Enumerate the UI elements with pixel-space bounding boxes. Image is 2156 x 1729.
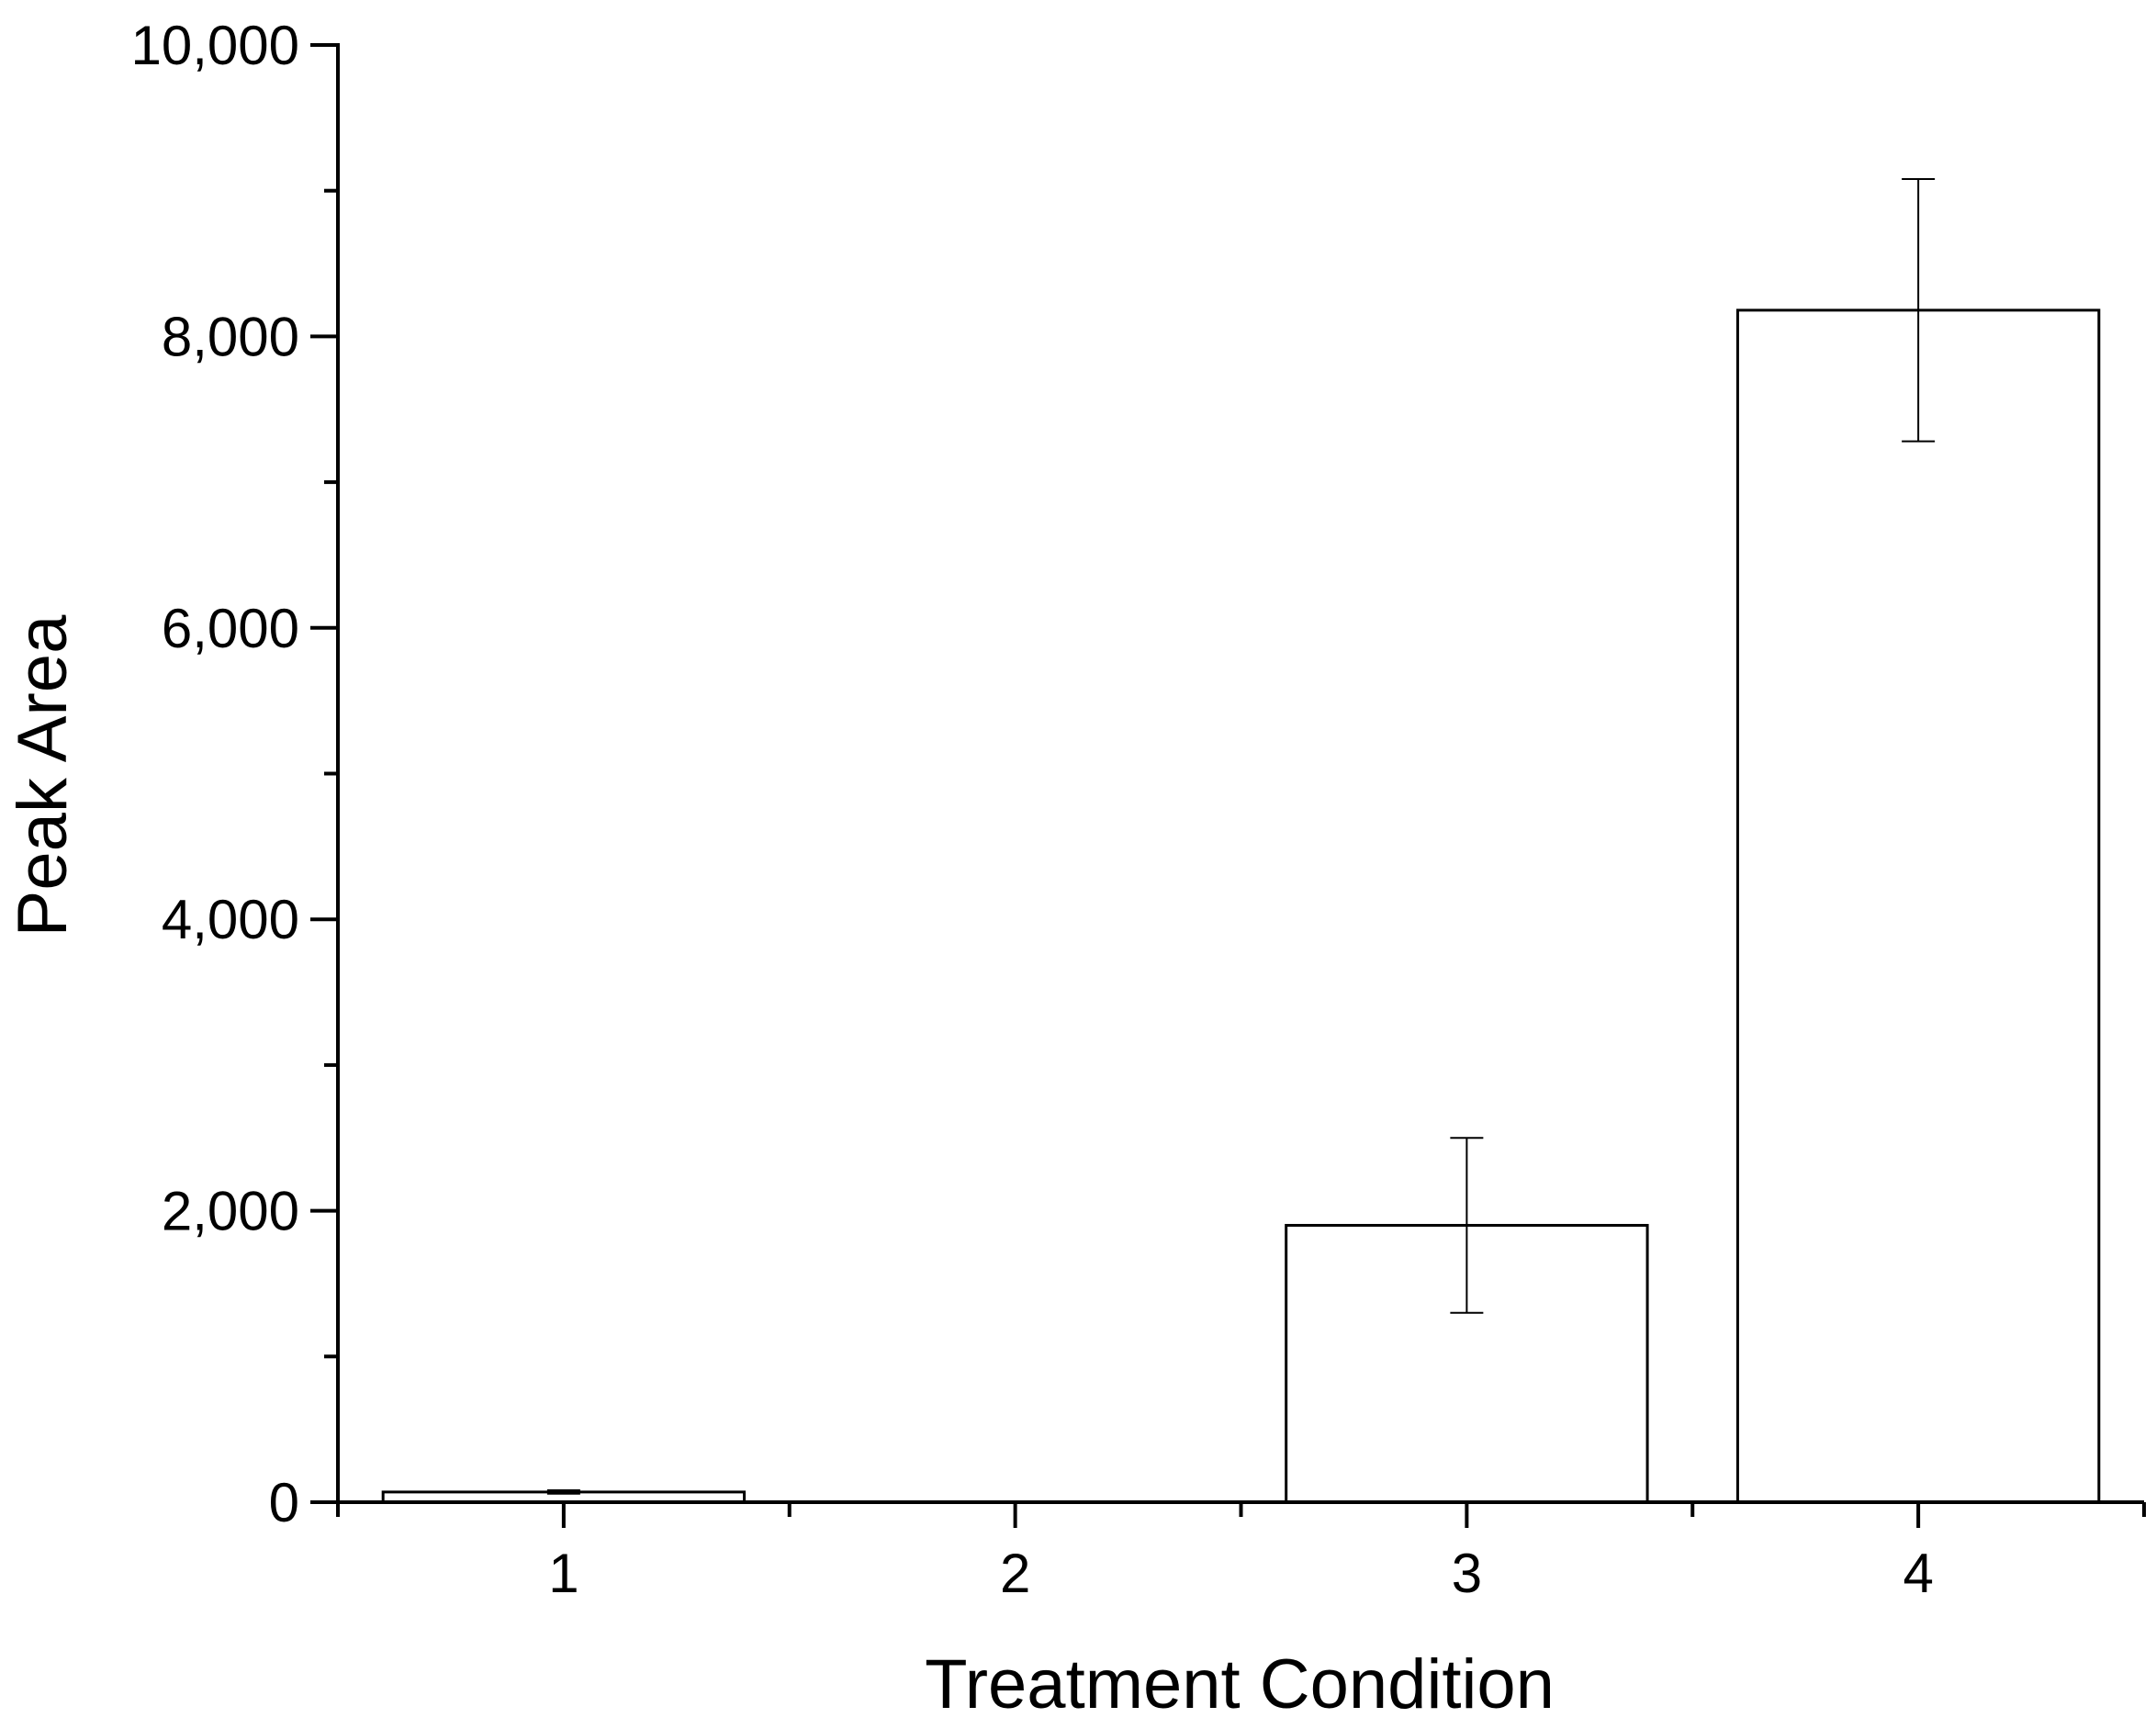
y-tick-label: 6,000 — [162, 598, 299, 659]
tick-labels-layer: 0 2,000 4,000 6,000 8,000 10,000 1 2 3 4 — [130, 15, 1933, 1604]
x-axis-title: Treatment Condition — [925, 1645, 1555, 1723]
x-tick-label: 2 — [1000, 1543, 1030, 1604]
x-tick-label: 4 — [1903, 1543, 1933, 1604]
bar-4 — [1735, 309, 2101, 1504]
y-tick-label: 8,000 — [162, 306, 299, 367]
y-tick-label: 0 — [269, 1472, 299, 1533]
y-axis-title: Peak Area — [4, 614, 82, 937]
axes-layer — [310, 43, 2146, 1528]
y-tick-label: 4,000 — [162, 889, 299, 950]
bar-3 — [1285, 1223, 1649, 1504]
x-tick-label: 1 — [548, 1543, 578, 1604]
x-tick-label: 3 — [1452, 1543, 1482, 1604]
bars-layer — [381, 309, 2101, 1504]
y-tick-label: 10,000 — [130, 15, 299, 76]
y-tick-label: 2,000 — [162, 1181, 299, 1242]
error-bars-layer — [546, 178, 1936, 1495]
